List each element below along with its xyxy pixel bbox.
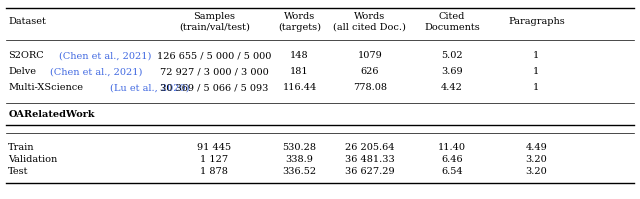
Text: 336.52: 336.52 [282, 168, 317, 177]
Text: 778.08: 778.08 [353, 84, 387, 93]
Text: 4.42: 4.42 [441, 84, 463, 93]
Text: Paragraphs: Paragraphs [508, 18, 564, 26]
Text: 126 655 / 5 000 / 5 000: 126 655 / 5 000 / 5 000 [157, 52, 271, 60]
Text: 1079: 1079 [358, 52, 382, 60]
Text: (Lu et al., 2020): (Lu et al., 2020) [110, 84, 189, 93]
Text: 36 481.33: 36 481.33 [345, 155, 395, 165]
Text: 1: 1 [533, 84, 540, 93]
Text: Delve: Delve [8, 67, 36, 76]
Text: S2ORC: S2ORC [8, 52, 44, 60]
Text: 26 205.64: 26 205.64 [345, 143, 395, 152]
Text: 1 878: 1 878 [200, 168, 228, 177]
Text: Cited
Documents: Cited Documents [424, 12, 480, 32]
Text: Dataset: Dataset [8, 18, 46, 26]
Text: (Chen et al., 2021): (Chen et al., 2021) [60, 52, 152, 60]
Text: 36 627.29: 36 627.29 [345, 168, 395, 177]
Text: 11.40: 11.40 [438, 143, 466, 152]
Text: 72 927 / 3 000 / 3 000: 72 927 / 3 000 / 3 000 [160, 67, 269, 76]
Text: Samples
(train/val/test): Samples (train/val/test) [179, 12, 250, 32]
Text: 3.69: 3.69 [441, 67, 463, 76]
Text: 1 127: 1 127 [200, 155, 228, 165]
Text: 3.20: 3.20 [525, 168, 547, 177]
Text: 148: 148 [290, 52, 309, 60]
Text: OARelatedWork: OARelatedWork [8, 109, 95, 118]
Text: 5.02: 5.02 [441, 52, 463, 60]
Text: 1: 1 [533, 67, 540, 76]
Text: 530.28: 530.28 [282, 143, 317, 152]
Text: 1: 1 [533, 52, 540, 60]
Text: 30 369 / 5 066 / 5 093: 30 369 / 5 066 / 5 093 [160, 84, 269, 93]
Text: 626: 626 [361, 67, 379, 76]
Text: 91 445: 91 445 [197, 143, 232, 152]
Text: 116.44: 116.44 [282, 84, 317, 93]
Text: (Chen et al., 2021): (Chen et al., 2021) [49, 67, 142, 76]
Text: 6.54: 6.54 [441, 168, 463, 177]
Text: 3.20: 3.20 [525, 155, 547, 165]
Text: Train: Train [8, 143, 35, 152]
Text: 181: 181 [290, 67, 309, 76]
Text: Words
(all cited Doc.): Words (all cited Doc.) [333, 12, 406, 32]
Text: Test: Test [8, 168, 29, 177]
Text: Words
(targets): Words (targets) [278, 12, 321, 32]
Text: 4.49: 4.49 [525, 143, 547, 152]
Text: Multi-XScience: Multi-XScience [8, 84, 83, 93]
Text: Validation: Validation [8, 155, 58, 165]
Text: 338.9: 338.9 [285, 155, 314, 165]
Text: 6.46: 6.46 [441, 155, 463, 165]
